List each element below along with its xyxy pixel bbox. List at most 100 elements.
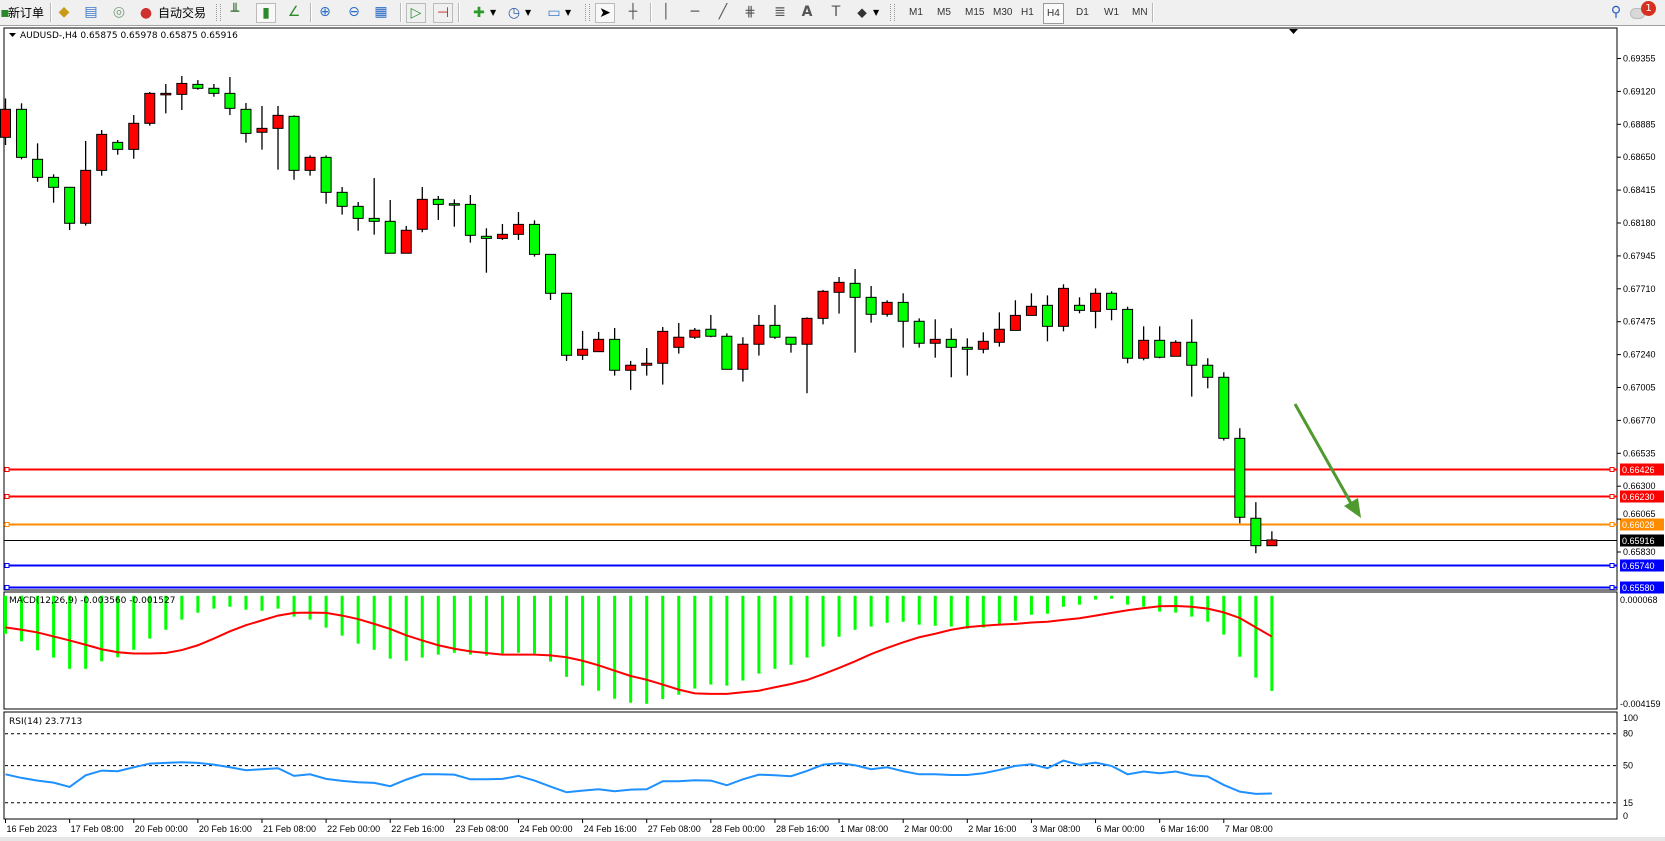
candle-body: [64, 186, 76, 224]
candle-body: [0, 108, 11, 138]
indicators-button[interactable]: ✚ ▼: [470, 3, 496, 22]
candlestick-icon[interactable]: ▮: [256, 3, 276, 23]
candle-body: [721, 335, 733, 370]
line-chart-icon[interactable]: ∠: [287, 4, 301, 20]
line-handle-icon[interactable]: [4, 494, 10, 499]
templates-button[interactable]: ▭ ▼: [545, 3, 571, 22]
timeframe-d1[interactable]: D1: [1076, 7, 1089, 18]
new-order-button[interactable]: ▪ 新订单: [0, 3, 44, 22]
candle: [1138, 326, 1150, 361]
line-handle-icon[interactable]: [1609, 585, 1615, 590]
candle: [705, 314, 717, 338]
trendline-icon[interactable]: ╱: [718, 4, 728, 20]
price-tag: [1620, 490, 1664, 503]
zoom-out-icon[interactable]: ⊖: [348, 4, 360, 20]
header-dropdown-icon[interactable]: [9, 33, 16, 37]
time-axis-label: 24 Feb 00:00: [519, 824, 572, 834]
toolbar-grip[interactable]: [890, 4, 895, 21]
timeframe-m30[interactable]: M30: [993, 7, 1013, 18]
toolbar-grip[interactable]: [216, 4, 221, 21]
auto-scroll-icon[interactable]: ▷: [406, 3, 426, 23]
candle: [721, 333, 733, 370]
timeframe-mn[interactable]: MN: [1132, 7, 1148, 18]
timeframe-w1[interactable]: W1: [1104, 7, 1119, 18]
candle-body: [929, 338, 941, 344]
candle-body: [464, 203, 476, 236]
macd-histogram-bar: [4, 595, 7, 634]
macd-histogram-bar: [372, 595, 376, 650]
macd-histogram-bar: [661, 595, 665, 699]
line-handle-icon[interactable]: [4, 467, 10, 472]
candle-body: [96, 133, 108, 171]
macd-histogram-bar: [1045, 595, 1049, 614]
macd-histogram-bar: [1174, 595, 1178, 613]
line-handle-icon[interactable]: [4, 585, 10, 590]
price-tag-label: 0.66426: [1622, 465, 1655, 475]
market-watch-icon[interactable]: ◆: [58, 4, 70, 20]
line-handle-icon[interactable]: [4, 563, 10, 568]
candle: [593, 331, 605, 353]
rsi-axis-label: 100: [1623, 713, 1638, 723]
toolbar-grip[interactable]: [585, 4, 590, 21]
candle-body: [112, 141, 124, 150]
timeframe-m1[interactable]: M1: [909, 7, 923, 18]
candle-body: [176, 82, 188, 95]
macd-histogram-bar: [1222, 595, 1226, 635]
trend-arrow[interactable]: [1293, 403, 1354, 506]
line-handle-icon[interactable]: [1609, 494, 1615, 499]
line-handle-icon[interactable]: [4, 522, 10, 527]
autotrading-button[interactable]: ● 自动交易: [137, 3, 206, 22]
candle: [625, 360, 637, 390]
macd-signal-line: [5, 604, 1273, 695]
clock-icon: ◷: [507, 4, 521, 21]
line-handle-icon[interactable]: [1609, 522, 1615, 527]
tile-windows-icon[interactable]: ▦: [374, 4, 388, 20]
candle: [545, 253, 557, 300]
candle-body: [320, 156, 332, 193]
text-icon[interactable]: A: [801, 4, 813, 20]
macd-histogram-bar: [901, 595, 905, 622]
crosshair-icon[interactable]: ┼: [628, 4, 638, 20]
text-label-icon[interactable]: T: [831, 4, 841, 20]
vertical-line-icon[interactable]: │: [661, 4, 671, 20]
periods-button[interactable]: ◷ ▼: [505, 3, 531, 22]
macd-histogram-bar: [709, 595, 713, 685]
chart-shift-icon[interactable]: ⊣: [433, 3, 453, 23]
candle: [48, 174, 60, 203]
line-handle-icon[interactable]: [1609, 563, 1615, 568]
candle: [192, 80, 204, 90]
candle: [1186, 319, 1198, 397]
search-icon[interactable]: ⚲: [1610, 4, 1622, 20]
timeframe-h1[interactable]: H1: [1021, 7, 1034, 18]
cursor-icon[interactable]: ➤: [595, 3, 615, 23]
macd-histogram-bar: [1238, 595, 1242, 657]
horizontal-line-icon[interactable]: ─: [690, 4, 700, 20]
chart-shift-marker-icon[interactable]: [1289, 29, 1298, 34]
separator: [1152, 3, 1154, 22]
candle-body: [785, 336, 797, 345]
navigator-icon[interactable]: ▤: [84, 4, 98, 20]
price-tag: [1620, 463, 1664, 476]
candle: [464, 195, 476, 243]
arrows-button[interactable]: ⬥ ▼: [853, 3, 879, 22]
fibonacci-icon[interactable]: ≣: [774, 4, 786, 20]
price-axis-label: 0.69355: [1623, 54, 1656, 64]
timeframe-h4[interactable]: H4: [1043, 3, 1064, 24]
candle: [1009, 300, 1021, 331]
channels-icon[interactable]: ⋕: [744, 4, 756, 20]
signals-icon[interactable]: ◎: [112, 4, 126, 20]
notifications-button[interactable]: 1: [1630, 1, 1660, 22]
bar-chart-icon[interactable]: ╨: [230, 4, 240, 20]
macd-histogram-bar: [468, 595, 472, 655]
timeframe-m5[interactable]: M5: [937, 7, 951, 18]
macd-histogram-bar: [645, 595, 649, 704]
candle-body: [1106, 292, 1118, 310]
candle: [208, 83, 220, 97]
candle-body: [416, 198, 428, 230]
macd-histogram-bar: [1110, 595, 1114, 599]
timeframe-m15[interactable]: M15: [965, 7, 985, 18]
line-handle-icon[interactable]: [1609, 467, 1615, 472]
zoom-in-icon[interactable]: ⊕: [319, 4, 331, 20]
price-axis-label: 0.67475: [1623, 317, 1656, 327]
